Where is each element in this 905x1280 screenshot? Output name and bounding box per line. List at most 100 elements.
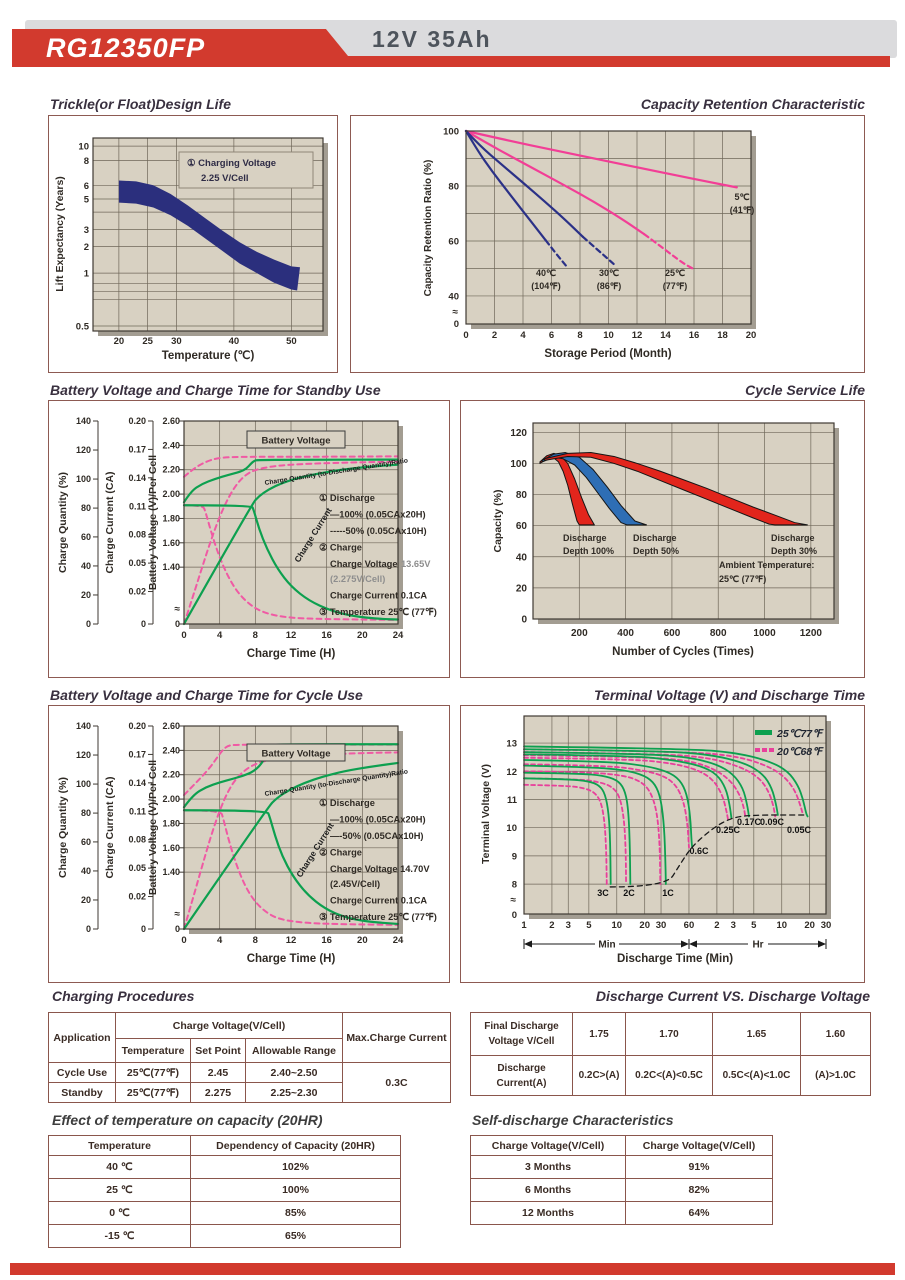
- svg-text:Charge Time (H): Charge Time (H): [247, 953, 336, 965]
- svg-text:2.40: 2.40: [162, 745, 180, 755]
- svg-text:Discharge: Discharge: [771, 533, 815, 543]
- svg-text:2: 2: [84, 242, 89, 253]
- effect-temp-25: 25 ℃: [48, 1178, 191, 1202]
- charging-standby-label: Standby: [48, 1082, 116, 1103]
- svg-text:40: 40: [448, 291, 459, 302]
- svg-text:0.05C: 0.05C: [787, 825, 812, 835]
- charging-cycle-use-setpoint: 2.45: [190, 1062, 246, 1083]
- table-row: 12 Months 64%: [470, 1201, 773, 1225]
- svg-text:0: 0: [175, 924, 180, 934]
- svg-text:2.20: 2.20: [162, 770, 180, 780]
- table-row: Standby 25℃(77℉) 2.275 2.25~2.30: [48, 1082, 451, 1103]
- svg-text:20℃68℉: 20℃68℉: [776, 746, 824, 758]
- svg-text:1.80: 1.80: [162, 513, 180, 523]
- svg-text:Depth 30%: Depth 30%: [771, 546, 817, 556]
- svg-text:16: 16: [321, 935, 332, 946]
- svg-text:30: 30: [656, 920, 667, 931]
- svg-text:20: 20: [357, 935, 368, 946]
- svg-text:60: 60: [684, 920, 695, 931]
- svg-text:Charge Quantity (%): Charge Quantity (%): [57, 472, 69, 573]
- svg-text:Charge Time (H): Charge Time (H): [247, 648, 336, 660]
- svg-text:0: 0: [512, 910, 517, 921]
- svg-text:2.25 V/Cell: 2.25 V/Cell: [201, 173, 249, 184]
- discharge-voltage-4: 1.60: [800, 1012, 871, 1056]
- svg-text:Discharge: Discharge: [633, 533, 677, 543]
- svg-text:0.05: 0.05: [128, 558, 146, 568]
- trickle-float-design-life-chart: 20 25 30 40 50 10 8 6 5 3 2 1 0.5 ① Charging Voltage 2…: [54, 137, 328, 362]
- svg-text:40℃: 40℃: [536, 268, 556, 278]
- capacity-retention-chart: 0 2 4 6 8 10 12 14 16 18 20 100 80 60 40 40℃ (104℉) 30℃ (8…: [423, 127, 756, 361]
- product-spec: 12V 35Ah: [372, 26, 492, 52]
- svg-text:40: 40: [81, 561, 91, 571]
- svg-text:Battery Voltage: Battery Voltage: [262, 436, 331, 447]
- charging-header-temperature: Temperature: [115, 1038, 191, 1063]
- svg-text:① Discharge: ① Discharge: [319, 798, 375, 808]
- svg-text:800: 800: [710, 628, 727, 639]
- svg-text:40: 40: [81, 866, 91, 876]
- table-row: 6 Months 82%: [470, 1178, 773, 1202]
- svg-text:30: 30: [171, 336, 182, 347]
- svg-text:0.14: 0.14: [128, 778, 146, 788]
- title-trickle-float-design-life: Trickle(or Float)Design Life: [50, 96, 231, 112]
- svg-text:1.60: 1.60: [162, 843, 180, 853]
- svg-text:1.40: 1.40: [162, 867, 180, 877]
- panel-cycle-service-life: 200 400 600 800 1000 1200 0 20 40 60 80 100 120 Disch…: [460, 400, 865, 678]
- svg-text:100: 100: [510, 459, 527, 470]
- charging-cycle-use-temp: 25℃(77℉): [115, 1062, 191, 1083]
- svg-text:6: 6: [84, 181, 89, 192]
- svg-text:2: 2: [714, 920, 719, 931]
- svg-text:1.40: 1.40: [162, 562, 180, 572]
- title-charge-time-standby: Battery Voltage and Charge Time for Stan…: [50, 382, 381, 398]
- svg-text:3: 3: [566, 920, 571, 931]
- svg-text:10: 10: [776, 920, 787, 931]
- svg-text:1C: 1C: [662, 888, 674, 898]
- svg-text:100: 100: [76, 779, 91, 789]
- svg-text:5: 5: [751, 920, 757, 931]
- svg-text:13: 13: [506, 739, 517, 750]
- svg-text:0.17: 0.17: [128, 444, 146, 454]
- discharge-current-voltage-table: Final Discharge Voltage V/Cell 1.75 1.70…: [470, 1012, 871, 1096]
- self-12-months: 12 Months: [470, 1201, 626, 1225]
- svg-text:—-50% (0.05CAx10H): —-50% (0.05CAx10H): [330, 831, 424, 841]
- table-row: Final Discharge Voltage V/Cell 1.75 1.70…: [470, 1012, 871, 1056]
- title-discharge-current-voltage: Discharge Current VS. Discharge Voltage: [595, 988, 870, 1004]
- svg-text:20: 20: [81, 590, 91, 600]
- svg-text:16: 16: [321, 630, 332, 641]
- svg-text:(104℉): (104℉): [531, 281, 561, 291]
- svg-text:≈: ≈: [453, 307, 459, 318]
- svg-text:8: 8: [512, 880, 517, 891]
- svg-text:Capacity Retention Ratio (%): Capacity Retention Ratio (%): [423, 160, 434, 297]
- discharge-current-1: 0.2C>(A): [572, 1055, 626, 1096]
- svg-text:Hr: Hr: [752, 940, 763, 951]
- svg-text:0.09C: 0.09C: [760, 817, 785, 827]
- svg-text:0.08: 0.08: [128, 835, 146, 845]
- svg-text:Charge Current (CA): Charge Current (CA): [104, 776, 116, 878]
- svg-text:120: 120: [76, 445, 91, 455]
- svg-text:Ambient Temperature:: Ambient Temperature:: [719, 560, 814, 570]
- svg-text:Number of Cycles (Times): Number of Cycles (Times): [612, 646, 754, 658]
- self-3-months: 3 Months: [470, 1155, 626, 1179]
- title-terminal-voltage: Terminal Voltage (V) and Discharge Time: [594, 687, 865, 703]
- svg-text:Depth 100%: Depth 100%: [563, 546, 614, 556]
- svg-text:Battery Voltage (V)/Per Cell: Battery Voltage (V)/Per Cell: [147, 455, 159, 590]
- svg-text:13.65V: 13.65V: [401, 559, 431, 569]
- table-row: 40 ℃ 102%: [48, 1155, 401, 1179]
- table-row: -15 ℃ 65%: [48, 1224, 401, 1248]
- svg-text:3: 3: [84, 225, 89, 236]
- svg-text:1: 1: [521, 920, 527, 931]
- svg-text:Charge Current (CA): Charge Current (CA): [104, 471, 116, 573]
- title-cycle-service-life: Cycle Service Life: [745, 382, 865, 398]
- svg-text:0.05: 0.05: [128, 863, 146, 873]
- discharge-voltage-3: 1.65: [712, 1012, 801, 1056]
- svg-text:0: 0: [521, 615, 527, 626]
- svg-text:2.60: 2.60: [162, 416, 180, 426]
- panel-charge-time-standby: 140 120 100 80 60 40 20 0 Charge Quantity (%) 0.2…: [48, 400, 450, 678]
- effect-cap-40: 102%: [190, 1155, 401, 1179]
- panel-terminal-voltage: 1 2 3 5 10 20 30 60 2 3 5 10 20 30 13 12 11 10 9 8 25℃77℉ 20℃…: [460, 705, 865, 983]
- svg-text:3C: 3C: [597, 888, 609, 898]
- header-red-strip: [12, 56, 890, 67]
- svg-text:0.08: 0.08: [128, 530, 146, 540]
- svg-text:Battery Voltage: Battery Voltage: [262, 749, 331, 760]
